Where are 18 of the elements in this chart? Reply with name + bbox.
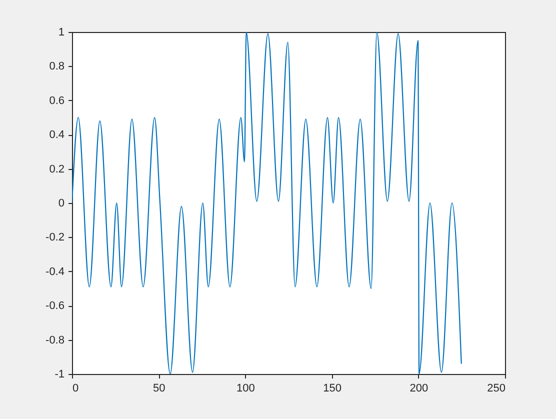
y-tick-label: 0 [58,198,64,210]
y-tick-label: -1 [54,368,64,380]
x-tick-label: 50 [152,382,166,394]
line-series [72,32,462,374]
y-tick-label: 1 [58,26,64,38]
y-tick-label: 0.4 [49,129,64,142]
y-tick-label: -0.2 [46,232,64,244]
y-tick-label: -0.4 [46,266,64,278]
x-tick-label: 250 [487,382,506,394]
y-tick-label: 0.2 [49,163,64,176]
x-tick-label: 200 [410,382,428,394]
y-tick-label: 0.6 [49,94,64,107]
y-tick-label: -0.6 [46,300,64,312]
x-tick-label: 100 [236,382,255,394]
y-tick-label: -0.8 [46,334,64,346]
x-tick-label: 0 [72,382,79,394]
y-tick-label: 0.8 [49,60,64,73]
x-tick-label: 150 [323,382,342,394]
